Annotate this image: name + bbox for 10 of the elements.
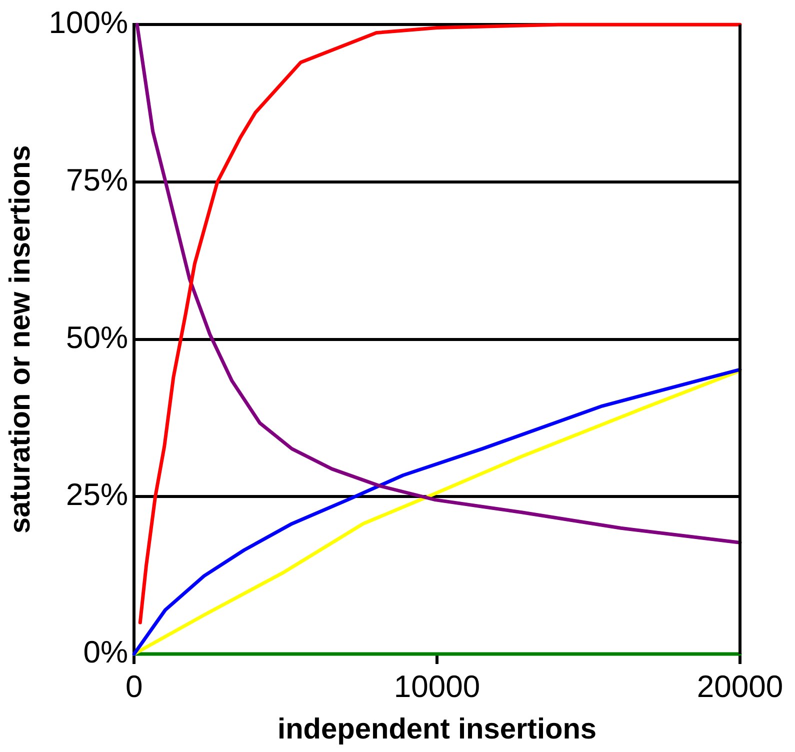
y-tick-label: 50% [66, 320, 128, 355]
x-tick-label: 0 [125, 669, 143, 704]
y-tick-label: 75% [66, 162, 128, 198]
y-tick-label: 0% [83, 634, 128, 670]
x-axis-title: independent insertions [278, 714, 597, 746]
y-tick-label: 25% [66, 477, 128, 512]
y-axis-title: saturation or new insertions [4, 145, 36, 534]
y-tick-label: 100% [48, 5, 128, 40]
x-tick-label: 20000 [696, 669, 784, 704]
x-tick-label: 10000 [394, 669, 480, 704]
